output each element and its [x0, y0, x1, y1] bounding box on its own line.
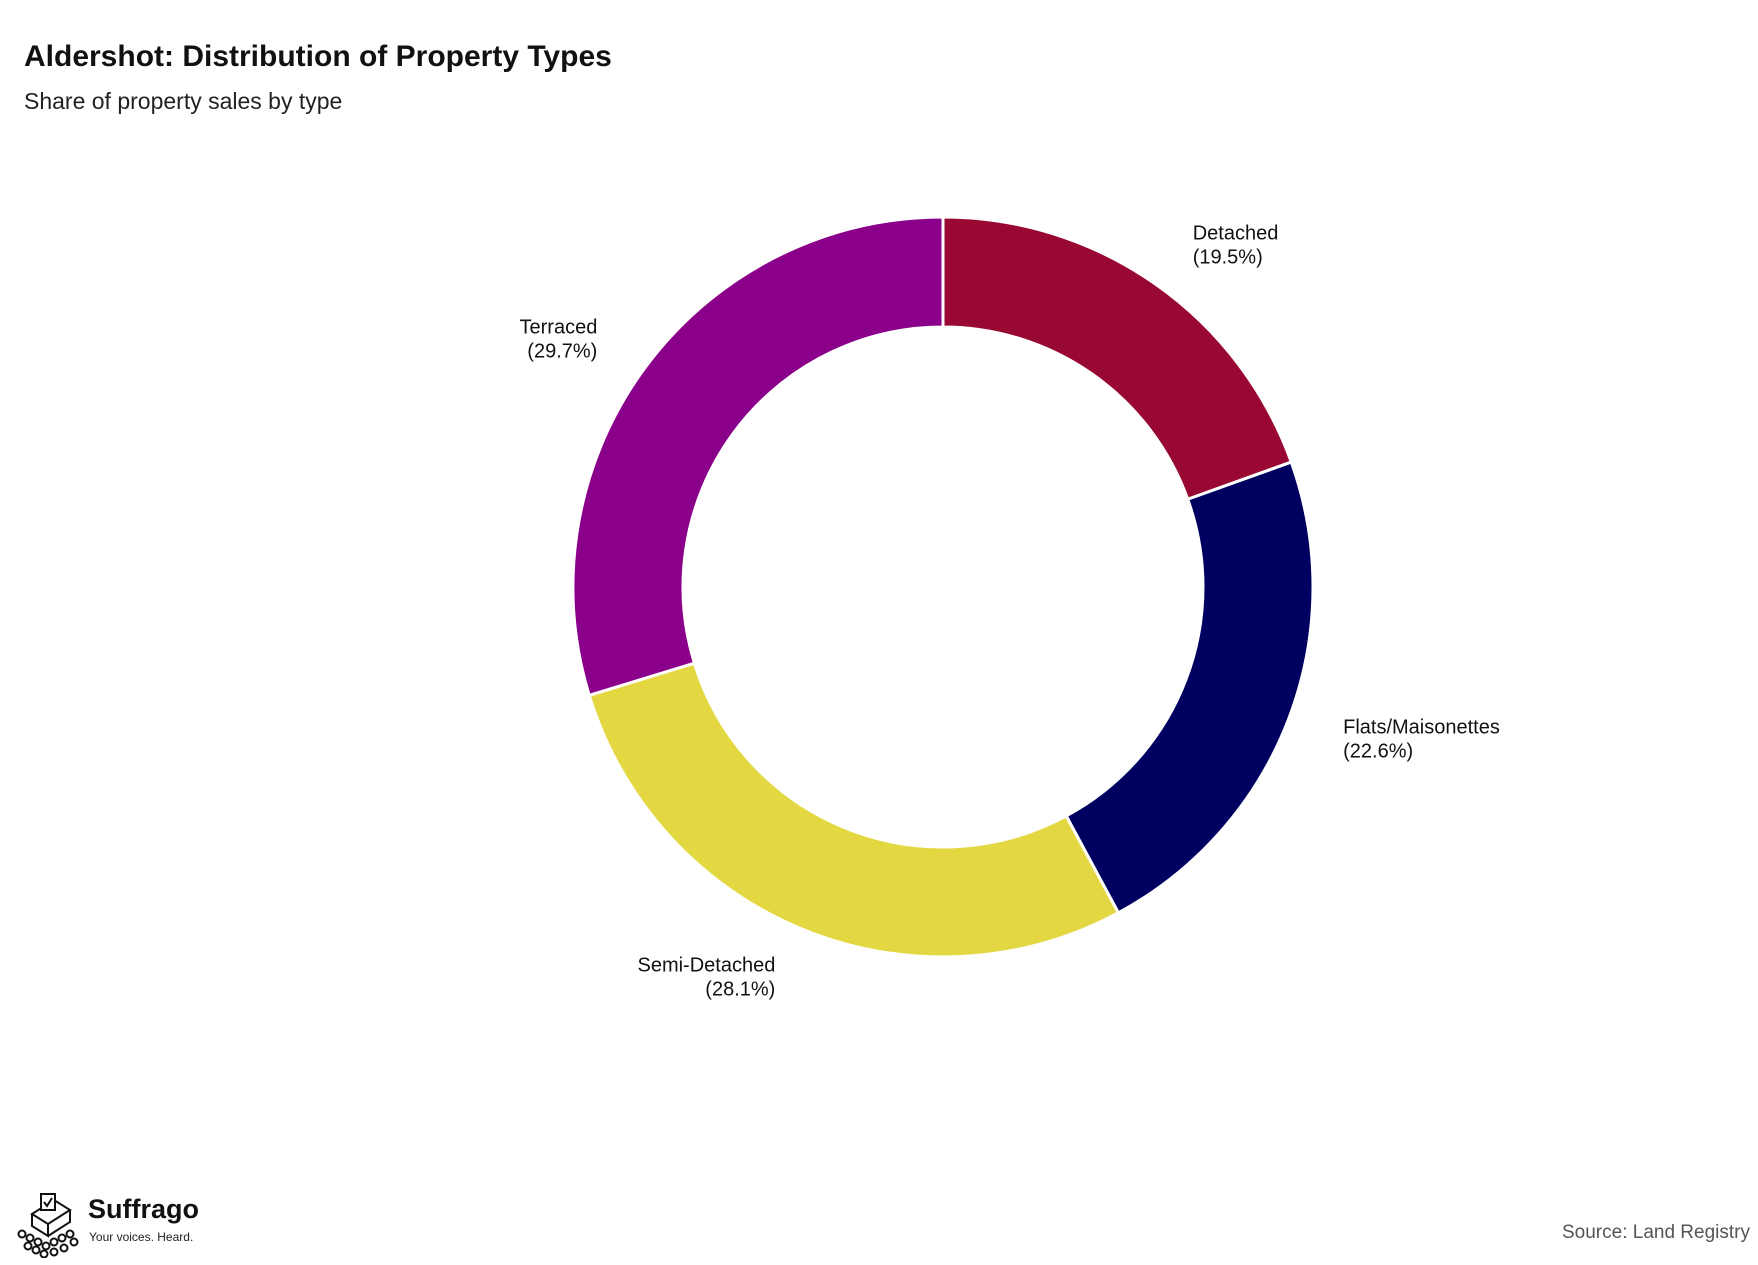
slice-label-detached: Detached (19.5%)	[1193, 223, 1279, 269]
slice-terraced	[571, 215, 945, 698]
slice-semi-detached	[587, 661, 1121, 959]
slice-label-flats-maisonettes: Flats/Maisonettes (22.6%)	[1343, 716, 1500, 762]
brand-logo: Suffrago Your voices. Heard.	[14, 1192, 224, 1262]
chart-title: Aldershot: Distribution of Property Type…	[24, 40, 612, 73]
slice-label-terraced: Terraced (29.7%)	[520, 316, 598, 362]
slice-detached	[941, 215, 1294, 502]
chart-subtitle: Share of property sales by type	[24, 88, 343, 114]
brand-name: Suffrago	[88, 1194, 199, 1224]
slice-label-semi-detached: Semi-Detached (28.1%)	[637, 954, 775, 1000]
brand-tagline: Your voices. Heard.	[89, 1230, 194, 1244]
ballot-box-icon	[17, 1193, 79, 1259]
slice-flats-maisonettes	[1064, 460, 1315, 915]
source-note: Source: Land Registry	[1562, 1222, 1750, 1243]
